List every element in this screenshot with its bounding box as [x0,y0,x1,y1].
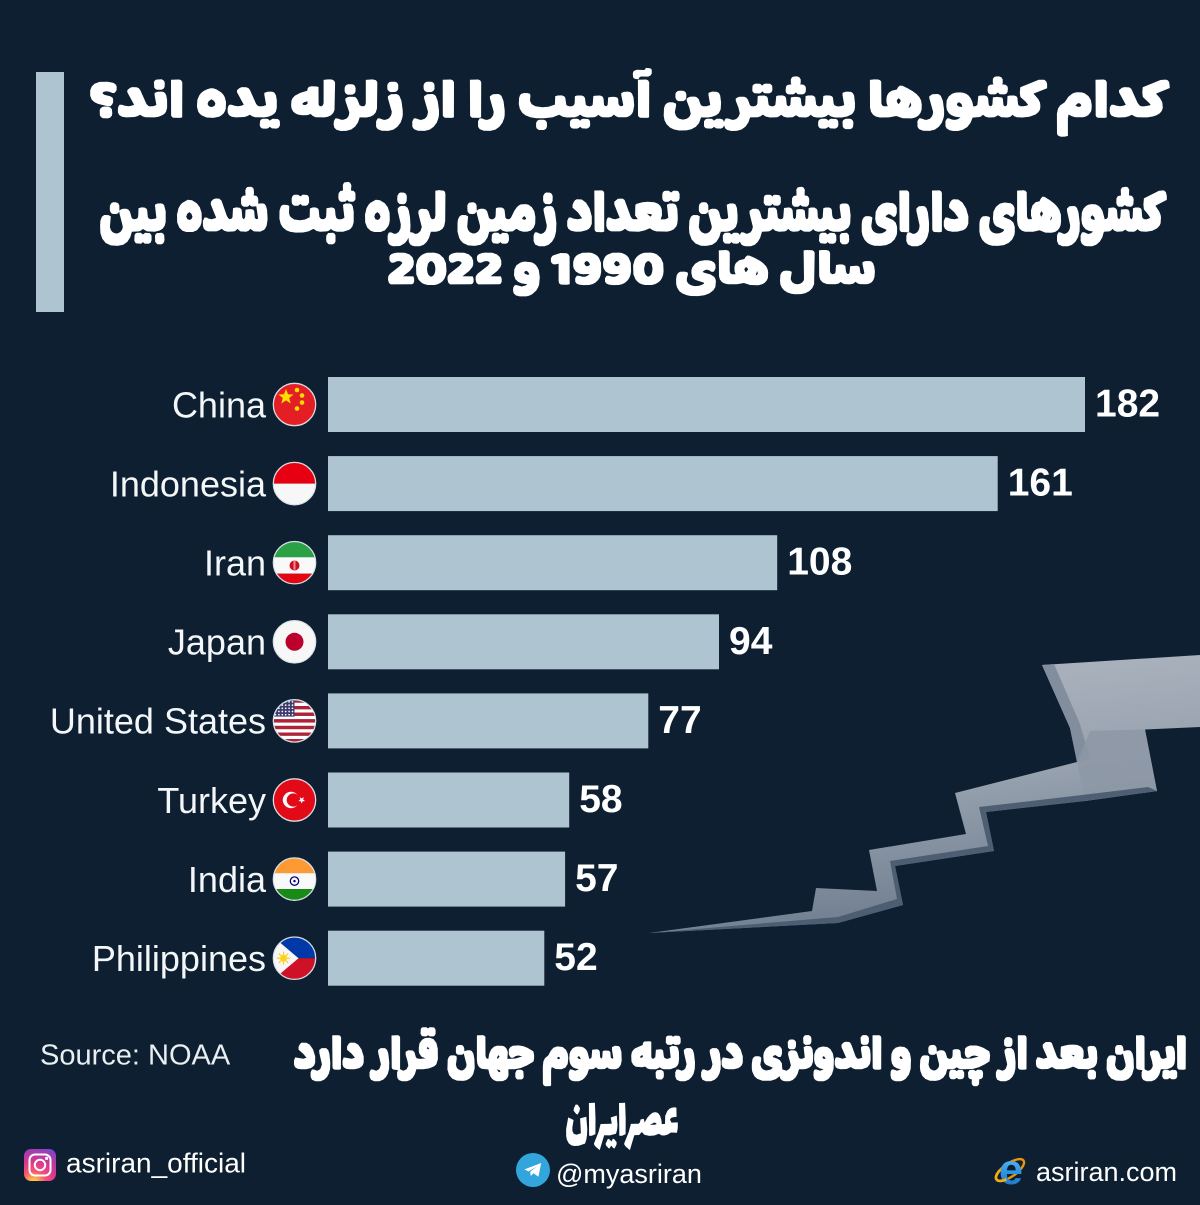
svg-text:161: 161 [1008,462,1073,505]
svg-text:108: 108 [787,541,852,584]
svg-text:57: 57 [575,857,618,900]
svg-text:e: e [999,1146,1023,1194]
svg-text:Iran: Iran [204,543,266,584]
svg-text:Philippines: Philippines [92,938,266,979]
svg-text:Japan: Japan [168,622,266,663]
svg-text:Indonesia: Indonesia [110,463,267,504]
svg-text:@myasriran: @myasriran [556,1159,702,1189]
svg-text:India: India [188,859,267,900]
svg-text:182: 182 [1095,383,1160,426]
svg-text:Turkey: Turkey [157,780,266,821]
svg-text:58: 58 [579,778,622,821]
svg-text:United States: United States [50,701,266,742]
svg-text:asriran_official: asriran_official [66,1148,246,1179]
svg-text:China: China [172,384,267,425]
svg-text:94: 94 [729,620,773,663]
svg-text:52: 52 [554,936,597,979]
svg-text:asriran.com: asriran.com [1036,1157,1177,1187]
svg-text:77: 77 [658,699,701,742]
svg-text:Source: NOAA: Source: NOAA [40,1040,231,1072]
